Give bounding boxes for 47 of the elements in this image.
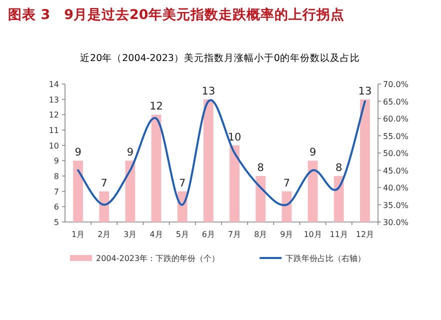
x-tick-label: 6月 — [202, 230, 216, 239]
x-tick-label: 10月 — [304, 230, 322, 239]
chart-title: 图表 3 9月是过去20年美元指数走跌概率的上行拐点 — [8, 6, 344, 23]
legend-label: 下跌年份占比（右轴） — [286, 254, 366, 263]
data-label: 7 — [283, 177, 290, 190]
y-tick-label: 8 — [54, 172, 59, 181]
data-label: 7 — [100, 177, 108, 190]
x-tick-label: 8月 — [254, 230, 268, 239]
y-tick-label: 11 — [48, 126, 59, 135]
y-tick-label: 5 — [54, 218, 59, 227]
y2-tick-label: 55.0% — [383, 132, 409, 141]
y-tick-label: 7 — [54, 187, 59, 196]
y-tick-label: 12 — [48, 110, 59, 120]
y-tick-label: 13 — [48, 95, 59, 104]
x-tick-label: 9月 — [280, 230, 294, 239]
data-label: 9 — [309, 146, 316, 159]
data-label: 12 — [150, 100, 163, 113]
y-tick-label: 9 — [54, 156, 59, 166]
y2-tick-label: 70.0% — [383, 80, 409, 89]
x-tick-label: 7月 — [228, 230, 242, 239]
legend-label: 2004-2023年：下跌的年份（个） — [96, 254, 220, 263]
data-label: 8 — [336, 162, 342, 174]
data-label: 13 — [358, 85, 372, 98]
x-tick-label: 3月 — [124, 230, 137, 239]
chart-subtitle: 近20年（2004-2023）美元指数月涨幅小于0的年份数以及占比 — [80, 52, 360, 64]
data-label: 9 — [126, 146, 134, 159]
y-tick-label: 6 — [54, 202, 59, 212]
data-label: 8 — [257, 162, 264, 174]
y2-tick-label: 50.0% — [383, 149, 409, 158]
x-tick-label: 11月 — [330, 230, 348, 239]
data-label: 7 — [179, 177, 186, 190]
y2-tick-label: 45.0% — [383, 166, 409, 176]
y-tick-label: 14 — [48, 80, 59, 89]
x-tick-label: 4月 — [150, 230, 163, 239]
y2-tick-label: 60.0% — [383, 114, 409, 124]
data-label: 9 — [74, 146, 82, 159]
data-label: 10 — [228, 131, 242, 144]
x-tick-label: 2月 — [98, 230, 111, 239]
y2-tick-label: 30.0% — [383, 218, 409, 227]
y-tick-label: 10 — [48, 141, 59, 150]
data-label: 13 — [202, 85, 216, 98]
y2-tick-label: 40.0% — [383, 184, 409, 192]
y2-tick-label: 65.0% — [383, 97, 409, 106]
x-tick-label: 5月 — [176, 230, 189, 239]
x-tick-label: 1月 — [71, 230, 85, 239]
y2-tick-label: 35.0% — [383, 200, 409, 210]
x-tick-label: 12月 — [356, 230, 374, 239]
